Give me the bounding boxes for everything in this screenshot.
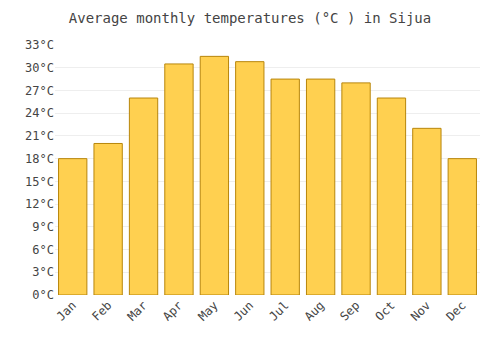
svg-text:12°C: 12°C bbox=[25, 197, 54, 211]
svg-text:15°C: 15°C bbox=[25, 175, 54, 189]
svg-text:Dec: Dec bbox=[443, 298, 468, 323]
svg-text:Feb: Feb bbox=[89, 298, 114, 323]
svg-text:Mar: Mar bbox=[125, 298, 150, 323]
svg-text:Nov: Nov bbox=[408, 298, 433, 323]
svg-text:Apr: Apr bbox=[160, 298, 185, 323]
svg-text:Aug: Aug bbox=[302, 298, 327, 323]
svg-text:0°C: 0°C bbox=[32, 288, 54, 302]
svg-text:Jul: Jul bbox=[266, 298, 291, 323]
svg-text:27°C: 27°C bbox=[25, 84, 54, 98]
svg-text:30°C: 30°C bbox=[25, 61, 54, 75]
svg-text:Jan: Jan bbox=[54, 298, 79, 323]
svg-text:Jun: Jun bbox=[231, 298, 256, 323]
svg-text:Average monthly temperatures (: Average monthly temperatures (°C ) in Si… bbox=[69, 10, 431, 26]
svg-text:21°C: 21°C bbox=[25, 129, 54, 143]
svg-text:9°C: 9°C bbox=[32, 220, 54, 234]
svg-text:Sep: Sep bbox=[337, 298, 362, 323]
svg-text:24°C: 24°C bbox=[25, 106, 54, 120]
svg-text:May: May bbox=[196, 298, 221, 323]
svg-text:3°C: 3°C bbox=[32, 265, 54, 279]
svg-text:33°C: 33°C bbox=[25, 38, 54, 52]
svg-text:6°C: 6°C bbox=[32, 243, 54, 257]
svg-text:18°C: 18°C bbox=[25, 152, 54, 166]
svg-text:Oct: Oct bbox=[373, 298, 398, 323]
